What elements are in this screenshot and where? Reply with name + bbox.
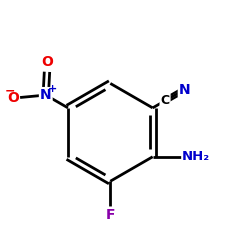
- Text: +: +: [48, 84, 57, 94]
- Text: F: F: [106, 208, 115, 222]
- Text: N: N: [179, 82, 190, 96]
- Text: C: C: [160, 94, 170, 107]
- Text: −: −: [5, 84, 15, 97]
- Text: NH₂: NH₂: [182, 150, 210, 163]
- Text: O: O: [41, 55, 53, 69]
- Text: O: O: [7, 90, 19, 104]
- Text: N: N: [40, 88, 52, 102]
